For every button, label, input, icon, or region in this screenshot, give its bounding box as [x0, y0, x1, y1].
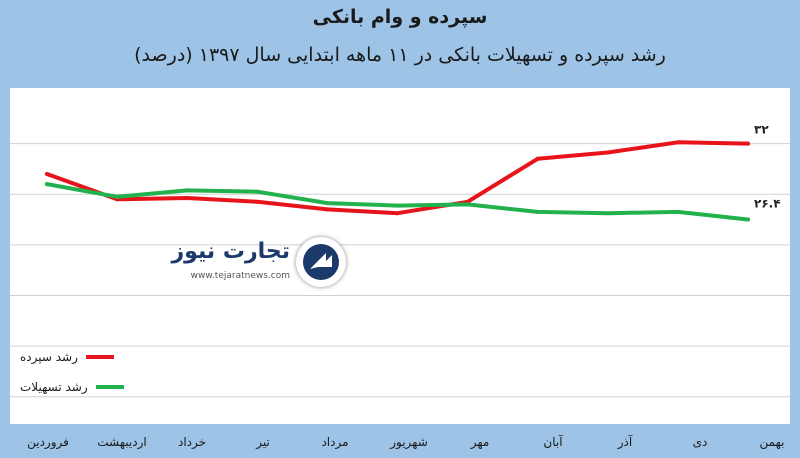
data-point-loan	[395, 203, 400, 208]
x-tick-label: اردیبهشت	[97, 435, 146, 450]
data-point-loan	[185, 188, 190, 193]
chart-title: سپرده و وام بانکی	[312, 6, 488, 28]
legend-swatch-deposit	[85, 355, 114, 359]
chart-subtitle: رشد سپرده و تسهیلات بانکی در ۱۱ ماهه ابت…	[134, 44, 666, 66]
x-axis-band	[0, 424, 800, 458]
data-point-deposit	[255, 199, 260, 204]
data-point-loan	[605, 211, 610, 216]
left-border	[0, 88, 10, 458]
data-point-deposit	[45, 171, 49, 176]
data-point-loan	[45, 182, 49, 187]
x-tick-label: تیر	[255, 435, 270, 450]
logo-name: تجارت نیوز	[171, 239, 290, 264]
data-label-deposit: ۳۲	[754, 123, 769, 137]
x-tick-label: شهریور	[389, 435, 428, 450]
x-tick-label: آذر	[617, 434, 633, 450]
logo-url: www.tejaratnews.com	[190, 271, 290, 281]
legend-swatch-loan	[95, 385, 124, 389]
x-tick-label: دی	[693, 435, 708, 449]
data-point-loan	[255, 189, 260, 194]
data-point-deposit	[746, 141, 750, 146]
chart-header	[0, 0, 800, 88]
series-line-deposit	[45, 140, 750, 216]
legend-item-loan: رشد تسهیلات	[20, 380, 124, 394]
data-point-loan	[115, 194, 120, 199]
x-tick-label: مرداد	[321, 435, 348, 450]
data-point-deposit	[535, 156, 540, 161]
legend-label-loan: رشد تسهیلات	[20, 380, 88, 394]
logo-emblem-icon	[296, 237, 346, 287]
data-point-loan	[535, 209, 540, 214]
data-label-loan: ۲۶.۴	[754, 197, 781, 211]
right-border	[790, 88, 800, 458]
x-tick-label: خرداد	[178, 435, 206, 450]
x-tick-label: آبان	[543, 434, 563, 449]
x-tick-label: مهر	[470, 435, 490, 450]
data-point-loan	[465, 202, 470, 207]
data-point-deposit	[675, 140, 680, 145]
data-point-deposit	[185, 196, 190, 201]
watermark-logo: تجارت نیوز www.tejaratnews.com	[171, 235, 350, 295]
x-tick-label: بهمن	[760, 435, 785, 450]
data-point-deposit	[325, 207, 330, 212]
data-point-loan	[325, 201, 330, 206]
x-tick-label: فروردین	[27, 435, 69, 450]
data-point-deposit	[605, 150, 610, 155]
data-point-deposit	[395, 211, 400, 216]
legend-item-deposit: رشد سپرده	[20, 350, 114, 364]
data-point-loan	[675, 209, 680, 214]
legend-label-deposit: رشد سپرده	[20, 350, 78, 364]
data-point-loan	[746, 217, 750, 222]
